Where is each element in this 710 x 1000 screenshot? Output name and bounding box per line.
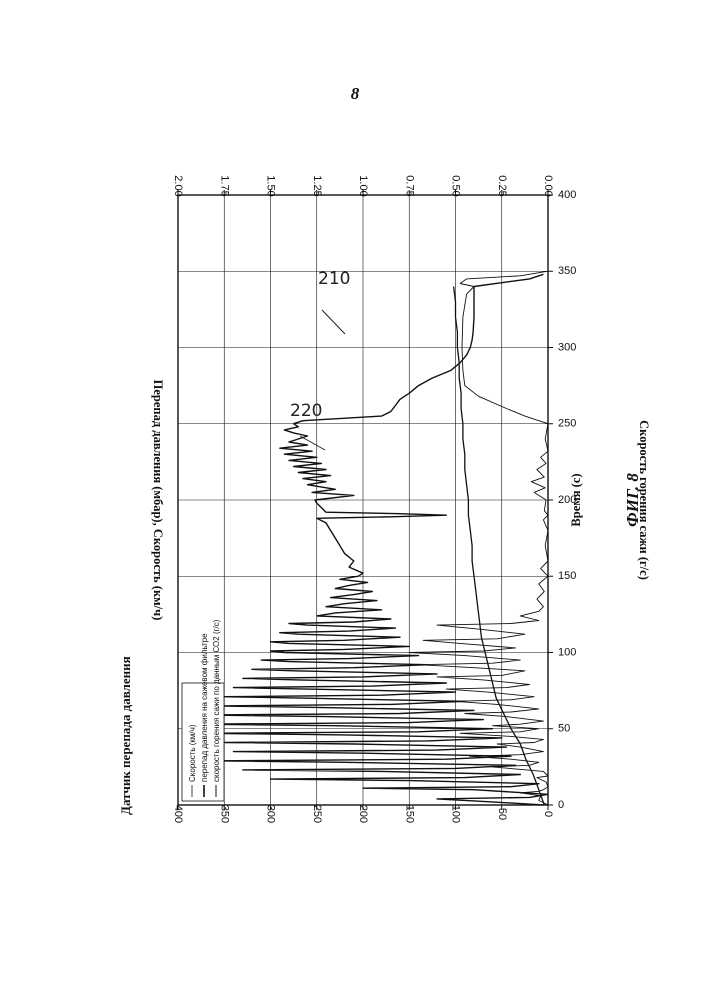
- y2-tick-label: 1.50: [265, 175, 277, 196]
- y-tick-label: 50: [496, 808, 508, 820]
- series-line-3: [454, 287, 545, 806]
- x-tick-label: 150: [558, 570, 576, 582]
- legend-entry-speed: Скорость (км/ч): [188, 724, 197, 782]
- series-line-1: [409, 271, 548, 805]
- legend-entry-pressure: перепад давления на сажевом фильтре: [200, 633, 209, 782]
- y2-tick-label: 1.75: [218, 175, 230, 196]
- annotation-210: 210: [318, 269, 350, 289]
- x-tick-label: 400: [558, 189, 576, 201]
- annotation-220: 220: [290, 401, 322, 421]
- annotation-220-leader: [300, 436, 325, 450]
- y-tick-label: 400: [172, 805, 184, 823]
- legend: Скорость (км/ч) перепад давления на саже…: [182, 619, 224, 801]
- x-tick-label: 300: [558, 341, 576, 353]
- x-tick-label: 50: [558, 723, 570, 735]
- y-tick-label: 350: [218, 805, 230, 823]
- x-tick-label: 100: [558, 646, 576, 658]
- right-axis-label: Скорость горения сажи (г/с): [637, 420, 651, 580]
- legend-entry-soot: скорость горения сажи по данным СО2 (г/с…: [212, 619, 221, 782]
- y-tick-label: 300: [265, 805, 277, 823]
- x-axis-label: Время (с): [569, 473, 583, 526]
- y-tick-label: 0: [542, 811, 554, 817]
- y2-tick-label: 1.25: [311, 175, 323, 196]
- y-tick-label: 150: [403, 805, 415, 823]
- x-tick-label: 0: [558, 799, 564, 811]
- y-tick-label: 200: [357, 805, 369, 823]
- x-tick-label: 350: [558, 265, 576, 277]
- y2-tick-label: 0.00: [542, 175, 554, 196]
- x-tick-label: 250: [558, 418, 576, 430]
- y2-tick-label: 0.50: [450, 175, 462, 196]
- y2-tick-label: 1.00: [357, 175, 369, 196]
- chart-title: Датчик перепада давления: [118, 656, 133, 815]
- annotation-210-leader: [322, 310, 345, 334]
- y-tick-label: 250: [311, 805, 323, 823]
- left-axis-label: Перепад давления (мбар), Скорость (км/ч): [151, 380, 165, 621]
- y2-tick-label: 0.25: [496, 175, 508, 196]
- y2-tick-label: 0.75: [403, 175, 415, 196]
- y-tick-label: 100: [450, 805, 462, 823]
- y2-tick-label: 2.00: [172, 175, 184, 196]
- series-layer: [197, 271, 549, 805]
